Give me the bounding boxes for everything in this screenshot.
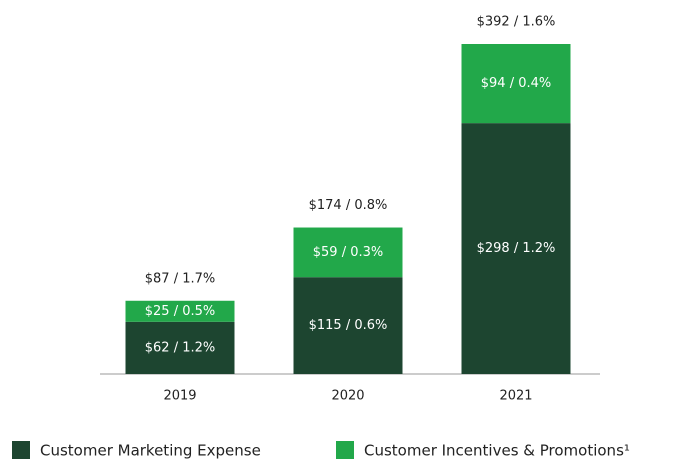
x-tick-label: 2019 <box>163 389 196 404</box>
total-label: $174 / 0.8% <box>309 198 388 213</box>
total-label: $392 / 1.6% <box>477 15 556 30</box>
bar-segment <box>125 321 235 374</box>
legend-swatch <box>12 441 30 459</box>
legend-swatch <box>336 441 354 459</box>
data-label: $62 / 1.2% <box>145 340 215 355</box>
bar-segment <box>293 277 403 374</box>
bar-segment <box>125 300 235 322</box>
x-tick-label: 2020 <box>331 389 364 404</box>
bar-segment <box>461 123 571 374</box>
data-label: $298 / 1.2% <box>477 241 556 256</box>
data-label: $59 / 0.3% <box>313 245 383 260</box>
data-label: $25 / 0.5% <box>145 304 215 319</box>
legend-label: Customer Marketing Expense <box>40 442 261 460</box>
legend-label: Customer Incentives & Promotions¹ <box>364 442 630 460</box>
x-tick-label: 2021 <box>499 389 532 404</box>
bar-segment <box>461 44 571 124</box>
bar-segment <box>293 227 403 278</box>
data-label: $94 / 0.4% <box>481 76 551 91</box>
total-label: $87 / 1.7% <box>145 271 215 286</box>
data-label: $115 / 0.6% <box>309 318 388 333</box>
